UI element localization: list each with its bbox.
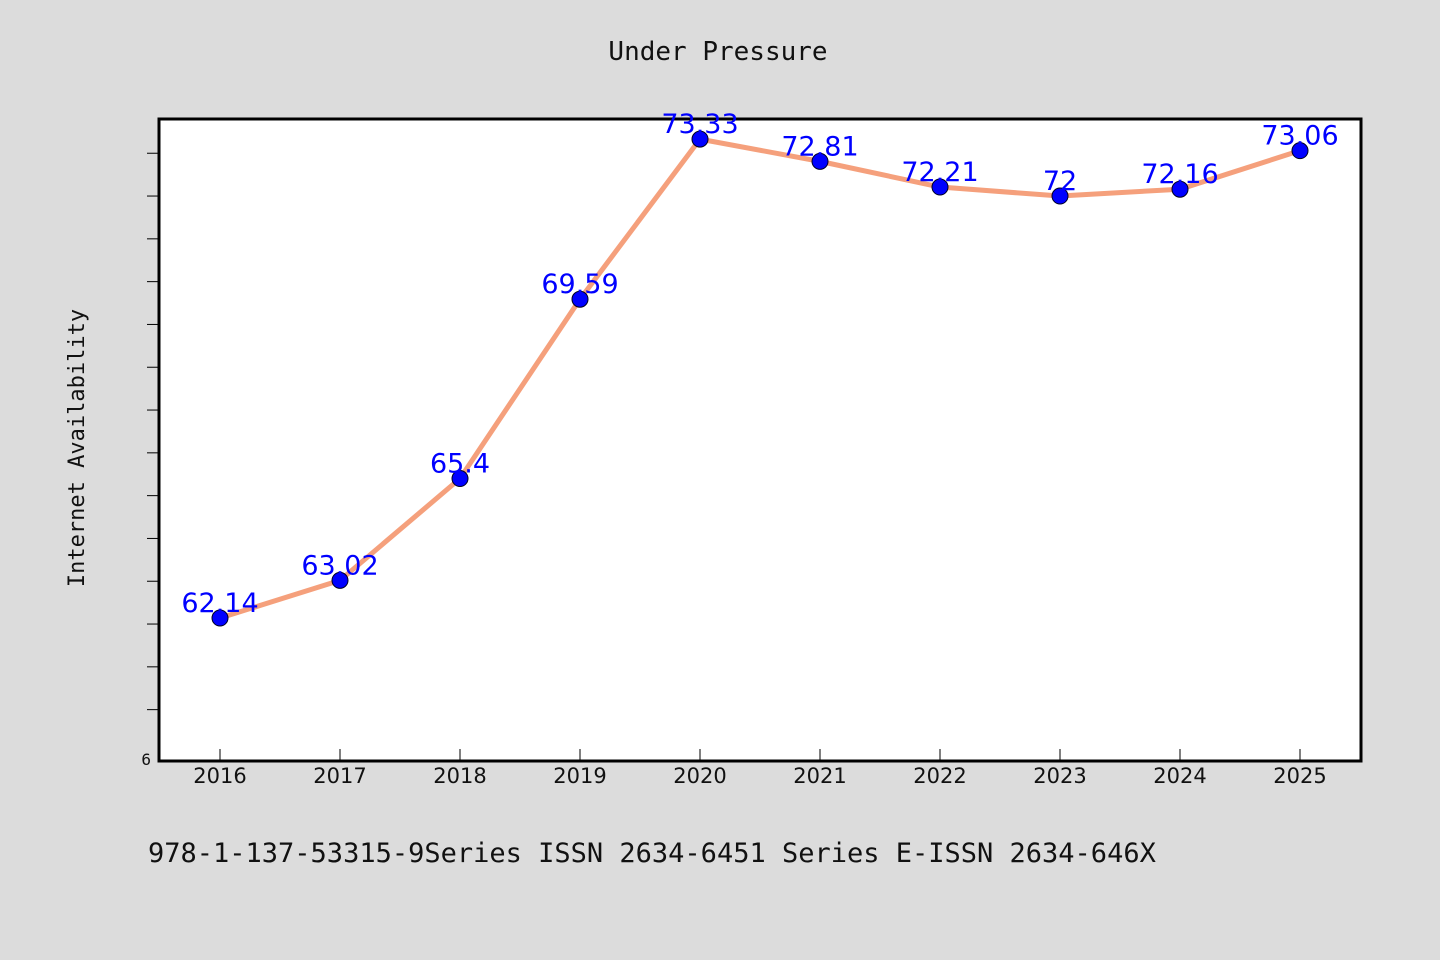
- x-tick-label: 2025: [1273, 764, 1326, 788]
- y-tick-label: 6: [141, 750, 151, 769]
- data-label: 72.16: [1141, 159, 1218, 190]
- data-point-marker: [211, 609, 229, 627]
- data-point-marker: [571, 290, 589, 308]
- footer-isbn-issn: 978-1-137-53315-9Series ISSN 2634-6451 S…: [148, 838, 1156, 869]
- x-tick-label: 2018: [433, 764, 486, 788]
- data-point-marker: [931, 178, 949, 196]
- series-line-group: [217, 136, 1303, 621]
- y-axis-label: Internet Availability: [65, 309, 90, 587]
- plot-area: [157, 117, 1363, 763]
- data-label: 69.59: [541, 269, 618, 300]
- data-label: 73.06: [1261, 121, 1338, 152]
- data-labels: 62.14 63.02 65.4 69.59 73.33 72.81 72.21 72 72.1…: [181, 109, 1338, 619]
- data-label: 72: [1043, 166, 1077, 197]
- data-point-marker: [331, 571, 349, 589]
- data-point-marker: [451, 470, 469, 488]
- data-label: 65.4: [430, 449, 490, 480]
- data-label: 73.33: [661, 109, 738, 140]
- x-tick-label: 2021: [793, 764, 846, 788]
- series-line: [217, 136, 1303, 621]
- data-label: 72.81: [781, 131, 858, 162]
- data-point-marker: [1291, 142, 1309, 160]
- x-tick-label: 2022: [913, 764, 966, 788]
- data-label: 62.14: [181, 588, 258, 619]
- y-axis-ticks: 6: [141, 152, 159, 769]
- data-point-marker: [691, 130, 709, 148]
- data-point-marker: [811, 152, 829, 170]
- data-point-marker: [1171, 180, 1189, 198]
- x-tick-label: 2024: [1153, 764, 1206, 788]
- data-label: 72.21: [901, 157, 978, 188]
- x-tick-label: 2020: [673, 764, 726, 788]
- x-tick-label: 2023: [1033, 764, 1086, 788]
- x-axis-ticks: 2016 2017 2018 2019 2020 2021 2022 2023 2024 2025: [193, 749, 1327, 788]
- data-point-marker: [1051, 187, 1069, 205]
- chart-title: Under Pressure: [608, 37, 827, 67]
- series-markers: [211, 130, 1309, 627]
- x-tick-label: 2019: [553, 764, 606, 788]
- data-label: 63.02: [301, 550, 378, 581]
- x-tick-label: 2016: [193, 764, 246, 788]
- x-tick-label: 2017: [313, 764, 366, 788]
